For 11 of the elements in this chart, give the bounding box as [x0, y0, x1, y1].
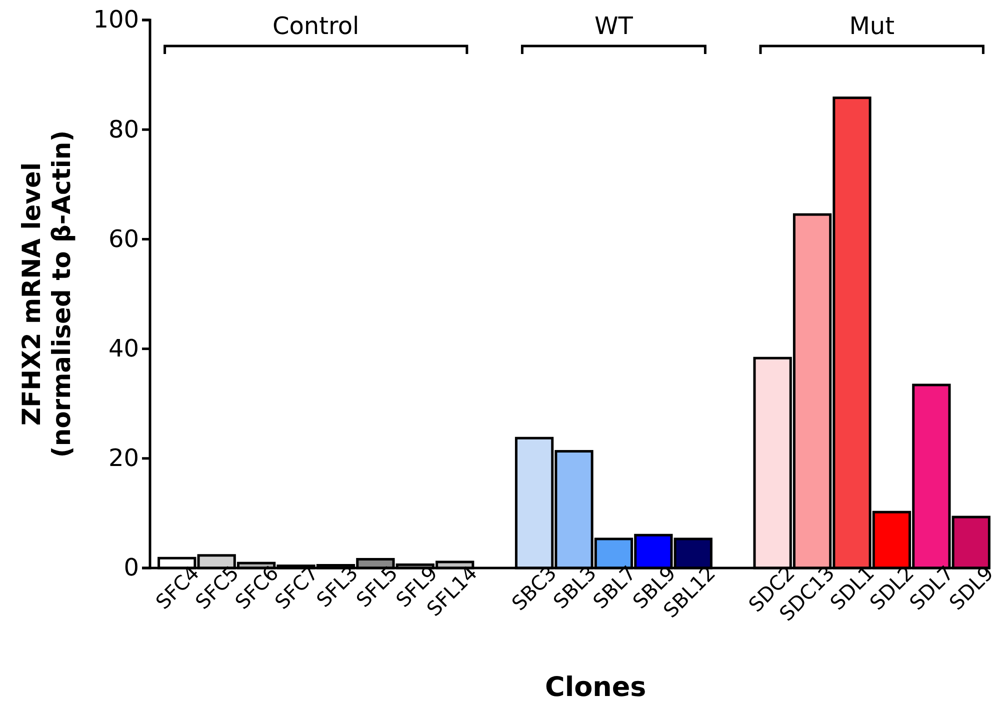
y-axis-title: ZFHX2 mRNA level (normalised to β-Actin) — [17, 130, 76, 458]
annotation: Mut — [849, 12, 895, 40]
annotation: Control — [272, 12, 360, 40]
y-tick-label: 80 — [108, 115, 139, 144]
y-tick-label: 100 — [93, 6, 139, 34]
y-tick-label: 60 — [108, 224, 139, 253]
y-tick-label: 40 — [108, 334, 139, 362]
y-tick-label: 0 — [124, 554, 139, 582]
x-axis-title: Clones — [545, 672, 646, 702]
annotation: WT — [594, 12, 634, 40]
y-tick-label: 20 — [108, 444, 139, 472]
